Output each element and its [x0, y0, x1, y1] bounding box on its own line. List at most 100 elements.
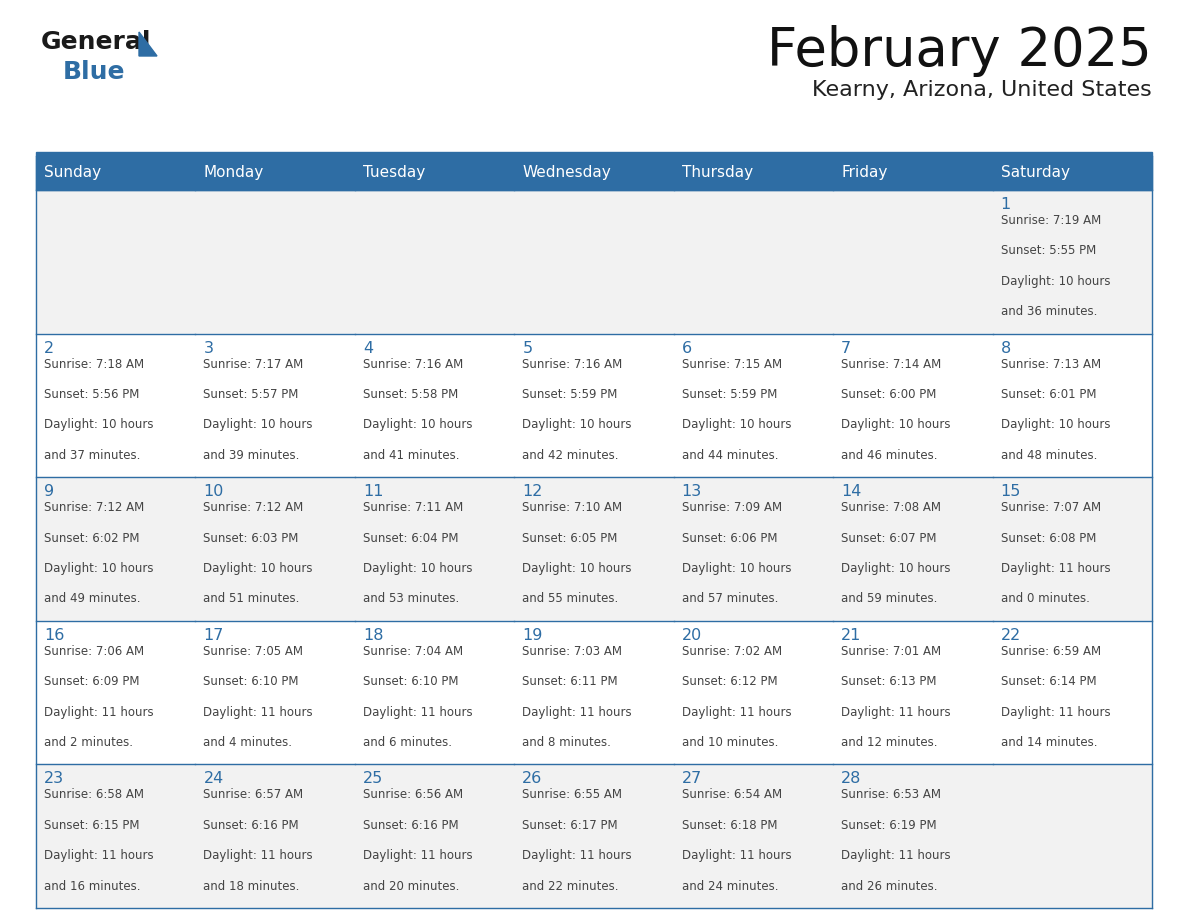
Text: and 6 minutes.: and 6 minutes. — [362, 736, 451, 749]
Text: Sunset: 6:14 PM: Sunset: 6:14 PM — [1000, 676, 1097, 688]
Text: 16: 16 — [44, 628, 64, 643]
Bar — [196, 190, 355, 333]
Text: Sunrise: 6:58 AM: Sunrise: 6:58 AM — [44, 789, 144, 801]
Bar — [514, 156, 674, 190]
Text: and 16 minutes.: and 16 minutes. — [44, 879, 140, 892]
Text: Sunrise: 7:02 AM: Sunrise: 7:02 AM — [682, 644, 782, 658]
Text: Sunrise: 7:07 AM: Sunrise: 7:07 AM — [1000, 501, 1101, 514]
Text: Monday: Monday — [203, 165, 264, 181]
Text: 19: 19 — [523, 628, 543, 643]
Bar — [992, 765, 1152, 908]
Text: Sunrise: 7:08 AM: Sunrise: 7:08 AM — [841, 501, 941, 514]
Bar — [674, 621, 833, 765]
Bar — [674, 333, 833, 477]
Bar — [992, 477, 1152, 621]
Text: Sunset: 6:07 PM: Sunset: 6:07 PM — [841, 532, 936, 544]
Text: Sunrise: 7:11 AM: Sunrise: 7:11 AM — [362, 501, 463, 514]
Text: Sunset: 6:03 PM: Sunset: 6:03 PM — [203, 532, 299, 544]
Text: Sunset: 6:19 PM: Sunset: 6:19 PM — [841, 819, 937, 832]
Bar — [833, 156, 992, 190]
Bar — [36, 152, 1152, 156]
Text: and 4 minutes.: and 4 minutes. — [203, 736, 292, 749]
Text: Daylight: 10 hours: Daylight: 10 hours — [44, 419, 153, 431]
Text: and 55 minutes.: and 55 minutes. — [523, 592, 619, 605]
Text: General: General — [42, 30, 152, 54]
Bar — [36, 190, 196, 333]
Bar — [992, 333, 1152, 477]
Text: and 14 minutes.: and 14 minutes. — [1000, 736, 1097, 749]
Text: Sunrise: 7:01 AM: Sunrise: 7:01 AM — [841, 644, 941, 658]
Text: Sunset: 5:56 PM: Sunset: 5:56 PM — [44, 388, 139, 401]
Text: 13: 13 — [682, 484, 702, 499]
Bar — [992, 156, 1152, 190]
Text: and 57 minutes.: and 57 minutes. — [682, 592, 778, 605]
Bar — [196, 477, 355, 621]
Text: 12: 12 — [523, 484, 543, 499]
Text: Daylight: 10 hours: Daylight: 10 hours — [841, 562, 950, 575]
Text: Sunset: 6:05 PM: Sunset: 6:05 PM — [523, 532, 618, 544]
Text: Daylight: 11 hours: Daylight: 11 hours — [44, 706, 153, 719]
Text: Sunrise: 7:18 AM: Sunrise: 7:18 AM — [44, 358, 144, 371]
Bar — [355, 156, 514, 190]
Bar — [36, 333, 196, 477]
Text: 22: 22 — [1000, 628, 1020, 643]
Text: Daylight: 10 hours: Daylight: 10 hours — [841, 419, 950, 431]
Text: Thursday: Thursday — [682, 165, 753, 181]
Bar — [674, 190, 833, 333]
Text: Daylight: 11 hours: Daylight: 11 hours — [841, 706, 950, 719]
Bar — [674, 477, 833, 621]
Bar — [833, 765, 992, 908]
Text: Sunrise: 6:55 AM: Sunrise: 6:55 AM — [523, 789, 623, 801]
Text: 5: 5 — [523, 341, 532, 355]
Text: Sunset: 6:01 PM: Sunset: 6:01 PM — [1000, 388, 1097, 401]
Text: and 24 minutes.: and 24 minutes. — [682, 879, 778, 892]
Text: Sunset: 6:04 PM: Sunset: 6:04 PM — [362, 532, 459, 544]
Text: Sunset: 6:06 PM: Sunset: 6:06 PM — [682, 532, 777, 544]
Text: Sunset: 6:16 PM: Sunset: 6:16 PM — [203, 819, 299, 832]
Bar — [833, 190, 992, 333]
Text: Friday: Friday — [841, 165, 887, 181]
Text: 1: 1 — [1000, 197, 1011, 212]
Text: Sunset: 6:12 PM: Sunset: 6:12 PM — [682, 676, 777, 688]
Text: Tuesday: Tuesday — [362, 165, 425, 181]
Text: Daylight: 11 hours: Daylight: 11 hours — [362, 706, 473, 719]
Text: Daylight: 11 hours: Daylight: 11 hours — [203, 849, 314, 862]
Bar — [355, 333, 514, 477]
Bar — [355, 190, 514, 333]
Text: Sunset: 5:59 PM: Sunset: 5:59 PM — [523, 388, 618, 401]
Bar — [36, 765, 196, 908]
Text: Daylight: 10 hours: Daylight: 10 hours — [203, 419, 312, 431]
Text: Sunset: 6:00 PM: Sunset: 6:00 PM — [841, 388, 936, 401]
Text: 20: 20 — [682, 628, 702, 643]
Text: Sunrise: 7:12 AM: Sunrise: 7:12 AM — [203, 501, 304, 514]
Bar — [674, 156, 833, 190]
Text: Daylight: 11 hours: Daylight: 11 hours — [203, 706, 314, 719]
Bar — [196, 765, 355, 908]
Text: 2: 2 — [44, 341, 55, 355]
Bar — [36, 477, 196, 621]
Bar — [36, 621, 196, 765]
Text: and 20 minutes.: and 20 minutes. — [362, 879, 460, 892]
Bar — [355, 477, 514, 621]
Bar — [514, 477, 674, 621]
Text: Sunrise: 7:14 AM: Sunrise: 7:14 AM — [841, 358, 941, 371]
Text: Kearny, Arizona, United States: Kearny, Arizona, United States — [813, 80, 1152, 100]
Text: Daylight: 11 hours: Daylight: 11 hours — [1000, 562, 1111, 575]
Text: 11: 11 — [362, 484, 384, 499]
Text: and 10 minutes.: and 10 minutes. — [682, 736, 778, 749]
Text: Sunrise: 7:09 AM: Sunrise: 7:09 AM — [682, 501, 782, 514]
Bar — [355, 765, 514, 908]
Text: Daylight: 11 hours: Daylight: 11 hours — [1000, 706, 1111, 719]
Text: and 39 minutes.: and 39 minutes. — [203, 449, 299, 462]
Text: 6: 6 — [682, 341, 691, 355]
Text: Wednesday: Wednesday — [523, 165, 611, 181]
Text: Sunset: 6:02 PM: Sunset: 6:02 PM — [44, 532, 139, 544]
Text: 17: 17 — [203, 628, 223, 643]
Text: 27: 27 — [682, 771, 702, 787]
Text: Sunrise: 7:17 AM: Sunrise: 7:17 AM — [203, 358, 304, 371]
Text: Sunrise: 6:54 AM: Sunrise: 6:54 AM — [682, 789, 782, 801]
Polygon shape — [139, 32, 157, 56]
Text: 7: 7 — [841, 341, 852, 355]
Text: and 41 minutes.: and 41 minutes. — [362, 449, 460, 462]
Text: and 2 minutes.: and 2 minutes. — [44, 736, 133, 749]
